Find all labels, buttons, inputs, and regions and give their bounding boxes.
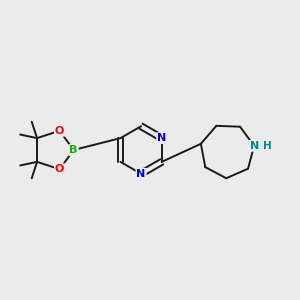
Text: N: N (157, 133, 166, 143)
Text: N: N (136, 169, 146, 179)
Text: O: O (55, 126, 64, 136)
Text: N: N (250, 141, 259, 151)
Text: H: H (263, 141, 272, 152)
Text: O: O (55, 164, 64, 174)
Text: B: B (69, 145, 78, 155)
